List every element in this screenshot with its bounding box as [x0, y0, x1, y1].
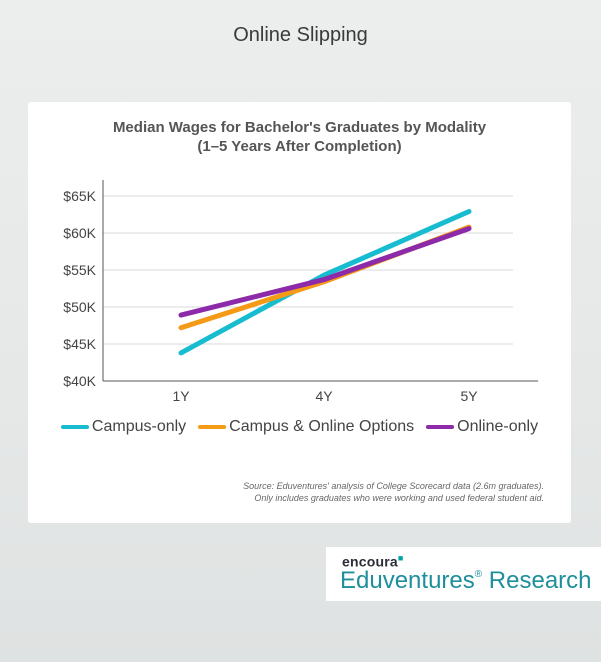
- brand-logo: encoura■ Eduventures® Research: [326, 547, 601, 601]
- x-tick-label: 4Y: [315, 388, 333, 404]
- y-tick-label: $60K: [63, 225, 96, 241]
- legend-item: Campus & Online Options: [198, 418, 414, 436]
- y-tick-label: $65K: [63, 188, 96, 204]
- y-tick-label: $55K: [63, 262, 96, 278]
- series-line: [178, 226, 472, 318]
- legend-swatch: [60, 425, 89, 429]
- y-tick-label: $45K: [63, 336, 96, 352]
- legend-swatch: [198, 425, 227, 429]
- chart-title-line-2: (1–5 Years After Completion): [197, 138, 402, 155]
- legend-item: Online-only: [426, 418, 538, 436]
- x-tick-label: 5Y: [460, 388, 478, 404]
- source-line-2: Only includes graduates who were working…: [254, 493, 544, 503]
- chart-legend: Campus-only Campus & Online Options Online…: [28, 418, 571, 436]
- chart-title: Median Wages for Bachelor's Graduates by…: [28, 118, 571, 156]
- brand-encoura: encoura■: [342, 553, 404, 570]
- legend-item: Campus-only: [60, 418, 187, 436]
- legend-label: Online-only: [457, 418, 539, 435]
- y-tick-label: $50K: [63, 299, 96, 315]
- series-line: [178, 209, 472, 356]
- x-tick-label: 1Y: [172, 388, 190, 404]
- legend-label: Campus-only: [91, 418, 187, 435]
- legend-label: Campus & Online Options: [229, 418, 415, 435]
- y-tick-label: $40K: [63, 373, 96, 389]
- brand-eduventures-research: Eduventures® Research: [340, 567, 592, 594]
- page-title: Online Slipping: [233, 24, 368, 46]
- chart-title-line-1: Median Wages for Bachelor's Graduates by…: [112, 119, 487, 136]
- source-note: Source: Eduventures' analysis of College…: [64, 480, 544, 504]
- line-chart: $40K $45K $50K $55K $60K $65K 1Y 4Y 5Y: [63, 180, 538, 404]
- source-line-1: Source: Eduventures' analysis of College…: [243, 481, 544, 491]
- chart-card: Median Wages for Bachelor's Graduates by…: [28, 102, 571, 523]
- legend-swatch: [426, 425, 455, 429]
